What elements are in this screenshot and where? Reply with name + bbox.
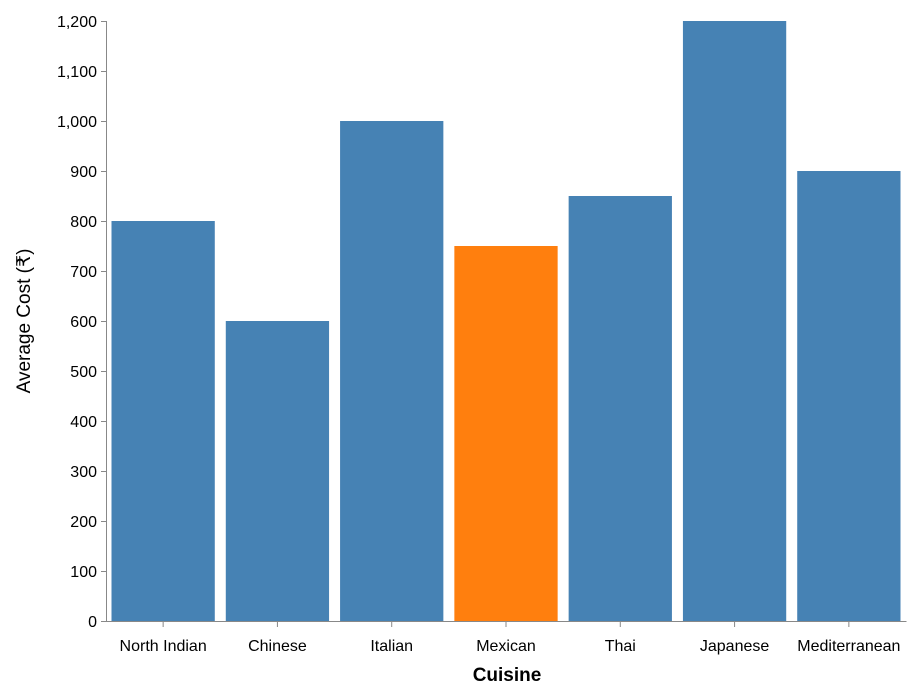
y-axis-title: Average Cost (₹) — [14, 249, 35, 394]
x-tick-label: Chinese — [248, 638, 307, 655]
bar-italian — [340, 121, 444, 621]
y-tick-label: 400 — [70, 414, 97, 431]
x-tick-label: Mediterranean — [797, 638, 900, 655]
bar-chinese — [225, 321, 330, 621]
x-tick-label: Mexican — [476, 638, 536, 655]
y-tick-label: 500 — [70, 364, 97, 381]
bar-japanese — [682, 21, 787, 621]
x-tick-label: Japanese — [700, 638, 769, 655]
y-tick-label: 1,100 — [57, 64, 97, 81]
x-tick-label: North Indian — [120, 638, 207, 655]
x-tick-label: Italian — [370, 638, 413, 655]
y-tick-label: 300 — [70, 464, 97, 481]
y-tick-label: 1,000 — [57, 114, 97, 131]
bar-thai — [568, 196, 672, 621]
x-axis-title: Cuisine — [473, 665, 542, 686]
y-tick-label: 0 — [88, 614, 97, 631]
y-tick-label: 800 — [70, 214, 97, 231]
y-tick-label: 1,200 — [57, 14, 97, 31]
x-tick-label: Thai — [605, 638, 636, 655]
bar-mediterranean — [797, 171, 901, 621]
y-axis: 0 100 200 300 400 500 600 700 800 900 1,000 1,100 1,… — [57, 14, 107, 631]
bar-mexican — [454, 246, 558, 621]
y-tick-label: 700 — [70, 264, 97, 281]
y-tick-label: 200 — [70, 514, 97, 531]
x-axis: North Indian Chinese Italian Mexican Thai Jap… — [106, 621, 907, 655]
y-tick-label: 100 — [70, 564, 97, 581]
y-tick-label: 600 — [70, 314, 97, 331]
bars-layer — [111, 21, 901, 621]
bar-north-indian — [111, 221, 215, 621]
y-tick-label: 900 — [70, 164, 97, 181]
